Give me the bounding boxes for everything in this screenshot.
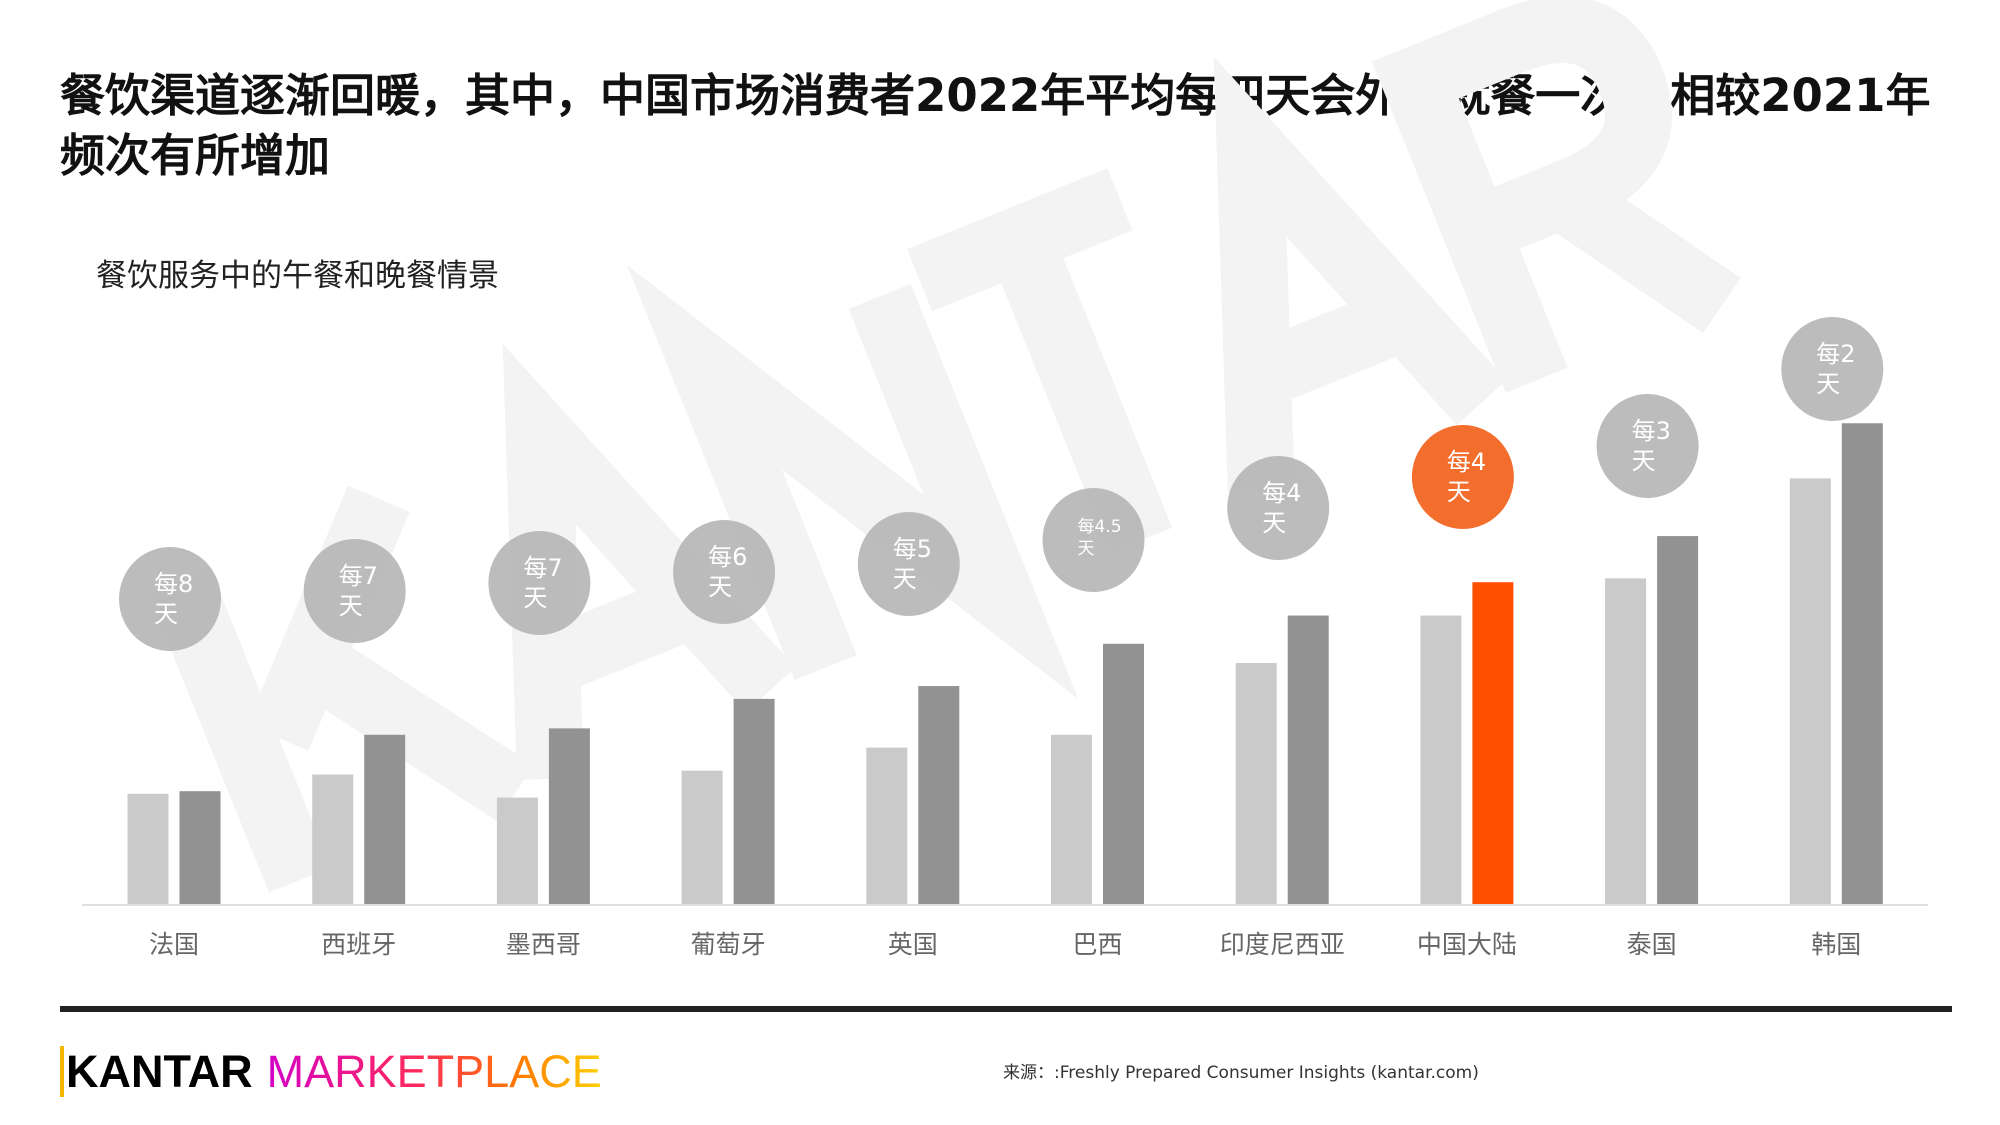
bar-series-2 [548,728,590,904]
frequency-bubble [673,520,776,624]
category-label: 印度尼西亚 [1220,930,1345,959]
frequency-label: 每2天 [1816,340,1856,398]
bar-series-2 [1657,536,1699,904]
bar-series-1 [1420,615,1462,904]
frequency-label: 每8天 [154,570,194,628]
bar-chart: 法国 西班牙 墨西哥 葡萄牙 英国 巴西 印度尼西亚 中国大陆 泰国 韩国 [82,317,1928,959]
chart-title: 餐饮服务中的午餐和晚餐情景 [96,258,499,294]
footer-divider [60,1006,1952,1012]
category-label: 葡萄牙 [691,930,766,959]
bar-series-2 [733,698,775,904]
logo-kantar: KANTAR [60,1046,253,1097]
bar-series-1 [1051,734,1092,904]
frequency-bubble [1596,394,1699,498]
frequency-bubble [1227,456,1330,560]
frequency-label: 每6天 [708,543,748,601]
bar-series-1 [1789,478,1831,904]
category-label: 西班牙 [321,930,396,959]
bar-series-1 [127,793,169,904]
frequency-label: 每7天 [338,562,378,620]
frequency-label: 每5天 [892,535,933,593]
frequency-bubble [1042,488,1145,592]
frequency-label: 每4天 [1262,479,1302,537]
category-label: 英国 [888,930,938,959]
bar-series-2 [364,734,406,904]
logo-marketplace: MARKETPLACE [266,1046,602,1097]
bar-series-1 [312,774,354,904]
bar-series-2 [179,791,221,904]
bar-series-2 [1103,643,1144,904]
kantar-marketplace-logo: KANTAR MARKETPLACE [60,1046,602,1098]
bar-series-1 [866,747,908,904]
bar-series-2 [918,686,960,904]
frequency-bubble [1781,317,1884,421]
bar-series-1 [681,770,723,904]
bar-series-1 [496,797,538,904]
category-label: 泰国 [1627,930,1677,959]
bar-series-2 [1287,615,1329,904]
source-note: 来源：:Freshly Prepared Consumer Insights (… [1003,1063,1479,1083]
category-label: 墨西哥 [506,930,581,959]
frequency-label: 每4天 [1446,448,1487,506]
category-label: 法国 [149,930,199,959]
frequency-bubble [1411,425,1514,529]
frequency-bubble [119,547,221,651]
frequency-label: 每4.5天 [1077,517,1122,559]
bar-series-1 [1605,578,1647,904]
category-label: 中国大陆 [1417,930,1517,959]
bar-series-2 [1472,582,1514,904]
bar-series-1 [1235,662,1277,904]
bar-series-2 [1841,423,1883,904]
frequency-bubble [488,531,591,635]
category-label: 韩国 [1811,930,1861,959]
frequency-bubble [303,539,406,643]
category-label: 巴西 [1072,930,1122,959]
frequency-bubble [857,512,960,616]
frequency-label: 每7天 [523,554,563,612]
frequency-label: 每3天 [1631,417,1671,475]
